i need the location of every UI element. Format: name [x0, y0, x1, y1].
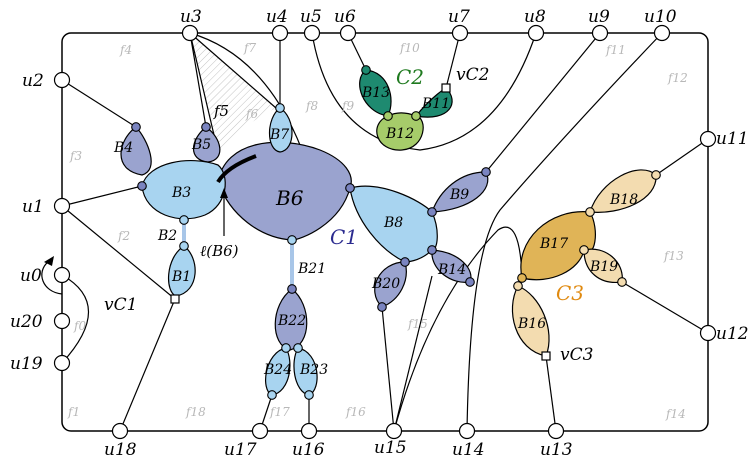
- label-u3: u3: [180, 7, 202, 27]
- label-f4: f4: [119, 43, 132, 57]
- label-u7: u7: [448, 7, 470, 27]
- label-f18: f18: [185, 405, 206, 419]
- label-b24: B24: [263, 362, 292, 378]
- outer-vertices: [53, 24, 717, 440]
- label-u9: u9: [588, 7, 610, 27]
- label-u20: u20: [10, 312, 43, 332]
- label-b7: B7: [269, 127, 289, 143]
- label-lb6: ℓ(B6): [200, 242, 239, 260]
- label-u17: u17: [224, 440, 257, 460]
- label-f11: f11: [605, 43, 626, 57]
- label-f8: f8: [305, 99, 318, 113]
- label-u13: u13: [540, 440, 573, 460]
- label-f3: f3: [69, 149, 82, 163]
- label-u2: u2: [22, 71, 44, 91]
- block-b12: [376, 112, 424, 151]
- label-b17: B17: [539, 236, 568, 252]
- block-b4: [120, 126, 152, 176]
- label-u10: u10: [644, 7, 677, 27]
- label-f5: f5: [213, 102, 229, 120]
- label-f6: f6: [245, 107, 258, 121]
- label-b11: B11: [421, 96, 450, 112]
- vc2-node: [441, 83, 451, 93]
- label-f16: f16: [345, 405, 366, 419]
- label-b3: B3: [171, 185, 191, 201]
- label-vc3: vC3: [560, 345, 593, 365]
- label-u6: u6: [334, 7, 356, 27]
- rotation-arrowhead: [44, 256, 54, 266]
- label-b6: B6: [275, 186, 304, 210]
- label-f1: f1: [67, 405, 80, 419]
- label-u8: u8: [524, 7, 546, 27]
- label-vc1: vC1: [104, 295, 137, 315]
- label-b18: B18: [609, 192, 638, 208]
- label-u15: u15: [374, 438, 407, 458]
- label-b22: B22: [277, 313, 306, 329]
- label-f17: f17: [269, 405, 290, 419]
- label-b8: B8: [383, 215, 403, 231]
- rotation-arc: [41, 261, 63, 295]
- blocks: [120, 69, 657, 396]
- label-f13: f13: [663, 249, 684, 263]
- label-f2: f2: [117, 229, 130, 243]
- label-f15: f15: [407, 317, 428, 331]
- label-u16: u16: [292, 440, 325, 460]
- label-u18: u18: [104, 440, 137, 460]
- label-f9: f9: [341, 99, 354, 113]
- label-b5: B5: [191, 137, 211, 153]
- label-c2: C2: [396, 65, 424, 89]
- label-b14: B14: [437, 262, 466, 278]
- label-b21: B21: [297, 261, 326, 277]
- label-c1: C1: [330, 225, 358, 249]
- label-f12: f12: [667, 71, 688, 85]
- label-u4: u4: [266, 7, 288, 27]
- label-u1: u1: [22, 197, 44, 217]
- label-u0: u0: [20, 266, 42, 286]
- vc3-node: [541, 351, 551, 361]
- outer-frame: [61, 32, 709, 432]
- vc1-node: [170, 294, 180, 304]
- label-f0: f0: [73, 319, 86, 333]
- label-c3: C3: [556, 281, 584, 305]
- label-f10: f10: [399, 41, 420, 55]
- label-b16: B16: [517, 316, 546, 332]
- lb6-arrowhead: [220, 188, 228, 198]
- label-b2: B2: [157, 228, 177, 244]
- label-u5: u5: [300, 7, 322, 27]
- label-u11: u11: [716, 129, 749, 149]
- block-b7: [268, 107, 293, 153]
- label-b23: B23: [299, 362, 328, 378]
- label-u12: u12: [716, 324, 749, 344]
- label-b20: B20: [371, 276, 400, 292]
- label-b1: B1: [171, 269, 191, 285]
- label-u14: u14: [452, 440, 485, 460]
- label-b19: B19: [589, 259, 618, 275]
- label-vc2: vC2: [456, 65, 489, 85]
- label-b9: B9: [449, 187, 469, 203]
- label-b13: B13: [361, 85, 390, 101]
- label-b12: B12: [385, 126, 414, 142]
- graph-edges: [61, 32, 709, 432]
- boundary-lb6: [216, 154, 257, 184]
- label-u19: u19: [10, 354, 43, 374]
- label-b4: B4: [113, 140, 133, 156]
- label-f7: f7: [243, 41, 256, 55]
- label-f14: f14: [665, 407, 686, 421]
- block-b17: [520, 211, 596, 281]
- block-nodes: [131, 65, 661, 400]
